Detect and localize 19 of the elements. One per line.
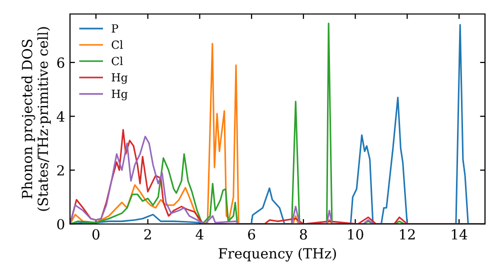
legend-label: Cl: [112, 56, 123, 66]
x-tick-label: 8: [300, 229, 307, 240]
x-tick-label: 0: [92, 229, 100, 240]
legend-label: Hg: [112, 73, 128, 84]
x-axis-title: Frequency (THz): [218, 248, 336, 262]
x-tick-label: 6: [248, 229, 256, 240]
y-tick-label: 2: [57, 165, 64, 176]
y-tick-label: 4: [56, 111, 64, 122]
legend-label: P: [112, 24, 118, 32]
legend-label: Cl: [112, 40, 123, 49]
x-tick-label: 4: [196, 229, 204, 240]
x-tick-label: 14: [452, 229, 468, 240]
x-tick-label: 2: [144, 229, 151, 240]
legend-label: Hg: [112, 90, 128, 100]
y-tick-label: 6: [57, 57, 64, 68]
y-tick-label: 0: [57, 218, 64, 230]
x-tick-label: 12: [400, 229, 415, 240]
y-axis-title: Phonon projected DOS (States/THz·primitive cell): [22, 27, 51, 211]
x-tick-label: 10: [348, 229, 364, 240]
